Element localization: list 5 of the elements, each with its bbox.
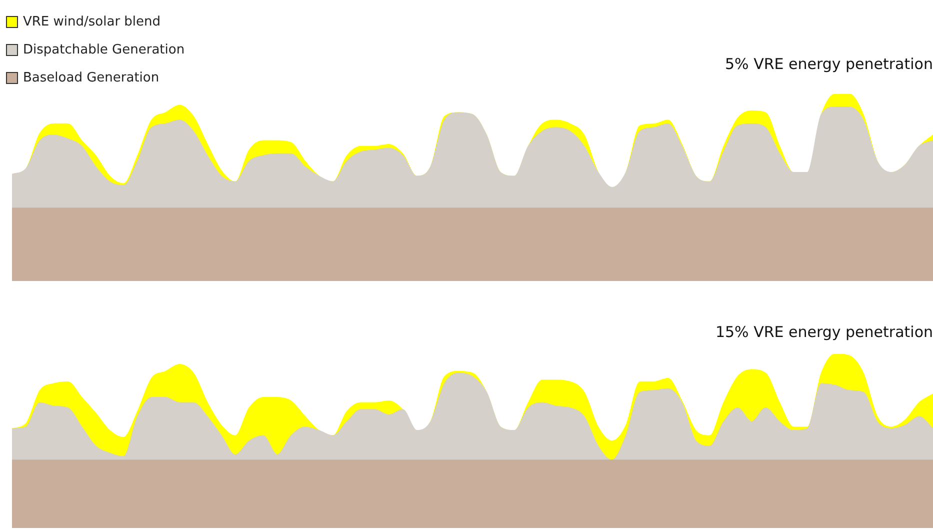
legend-label: Dispatchable Generation	[23, 42, 185, 58]
chart-title: 5% VRE energy penetration	[725, 54, 933, 73]
chart-title: 15% VRE energy penetration	[715, 322, 933, 341]
legend-label: VRE wind/solar blend	[23, 14, 161, 30]
legend-label: Baseload Generation	[23, 70, 160, 86]
